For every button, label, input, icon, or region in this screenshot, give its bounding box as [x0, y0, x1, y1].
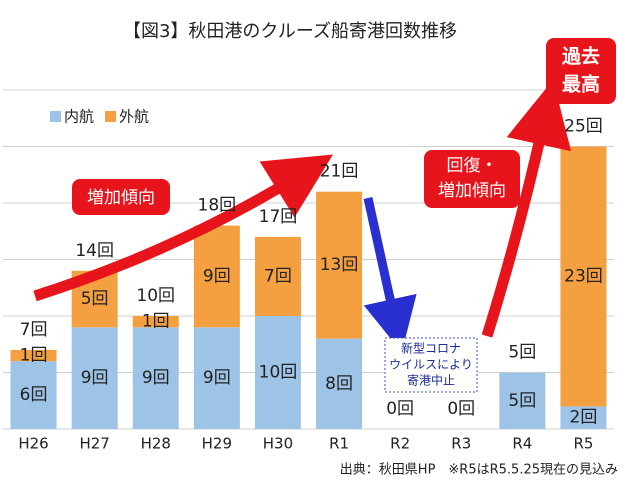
- increase-arrow: [33, 154, 333, 302]
- chart-title: 【図3】秋田港のクルーズ船寄港回数推移: [123, 21, 457, 42]
- value-label: 5回: [81, 289, 109, 309]
- annotation-box: [384, 337, 478, 393]
- bar-segment: [316, 338, 363, 429]
- bar-segment: [193, 225, 240, 328]
- x-tick-label: R3: [451, 435, 471, 453]
- total-label: 5回: [508, 343, 536, 363]
- value-label: 9回: [203, 368, 231, 388]
- bar-segment: [132, 316, 179, 328]
- value-label: 9回: [81, 368, 109, 388]
- bar-segment: [71, 327, 118, 429]
- annotation-box: [424, 150, 520, 208]
- x-tick-label: H30: [263, 435, 293, 453]
- x-tick-label: R2: [390, 435, 410, 453]
- value-label: 8回: [325, 374, 353, 394]
- bar-segment: [560, 406, 607, 429]
- bar-segment: [132, 327, 179, 429]
- x-tick-label: R1: [329, 435, 349, 453]
- bar-segment: [560, 146, 607, 407]
- value-label: 9回: [203, 266, 231, 286]
- total-label: 17回: [259, 207, 298, 227]
- bar-segment: [10, 349, 57, 362]
- total-label: 14回: [75, 241, 114, 261]
- annotation: 増加傾向: [438, 181, 506, 201]
- legend-label: 外航: [119, 108, 149, 126]
- x-tick-label: R5: [573, 435, 593, 453]
- value-label: 5回: [508, 391, 536, 411]
- total-label: 25回: [564, 117, 603, 137]
- x-tick-label: H29: [202, 435, 232, 453]
- decline-arrow: [363, 197, 417, 353]
- recovery-arrow: [481, 79, 572, 338]
- annotation: 寄港中止: [407, 373, 455, 388]
- bar-segment: [254, 236, 301, 316]
- value-label: 9回: [142, 368, 170, 388]
- annotation: 過去: [562, 45, 600, 68]
- x-tick-label: H26: [18, 435, 48, 453]
- annotation: 最高: [562, 73, 600, 96]
- total-label: 18回: [198, 196, 237, 216]
- value-label: 13回: [320, 255, 359, 275]
- value-label: 6回: [20, 385, 48, 405]
- value-label: 0回: [386, 399, 414, 419]
- x-tick-label: R4: [512, 435, 532, 453]
- legend-swatch: [50, 111, 61, 122]
- bar-segment: [499, 372, 546, 429]
- annotation: 回復・: [447, 156, 498, 176]
- value-label: 10回: [259, 363, 298, 383]
- source: 出典：秋田県HP ※R5はR5.5.25現在の見込み: [340, 463, 618, 478]
- x-tick-label: H28: [141, 435, 171, 453]
- value-label: 1回: [20, 346, 48, 366]
- bar-segment: [193, 327, 240, 429]
- annotation-box: [72, 179, 170, 215]
- legend-swatch: [105, 111, 116, 122]
- value-label: 7回: [264, 266, 292, 286]
- bar-segment: [254, 316, 301, 429]
- annotation: 増加傾向: [87, 188, 155, 208]
- annotation: 新型コロナ: [401, 341, 461, 356]
- x-tick-label: H27: [79, 435, 109, 453]
- value-label: 23回: [564, 266, 603, 286]
- annotation: ウイルスにより: [389, 358, 473, 372]
- total-label: 21回: [320, 162, 359, 182]
- annotation-box: [546, 38, 616, 104]
- value-label: 0回: [447, 399, 475, 419]
- total-label: 7回: [20, 320, 48, 340]
- value-label: 1回: [142, 312, 170, 332]
- bar-segment: [10, 361, 57, 429]
- legend-label: 内航: [64, 108, 94, 126]
- total-label: 10回: [136, 286, 175, 306]
- value-label: 2回: [570, 408, 598, 428]
